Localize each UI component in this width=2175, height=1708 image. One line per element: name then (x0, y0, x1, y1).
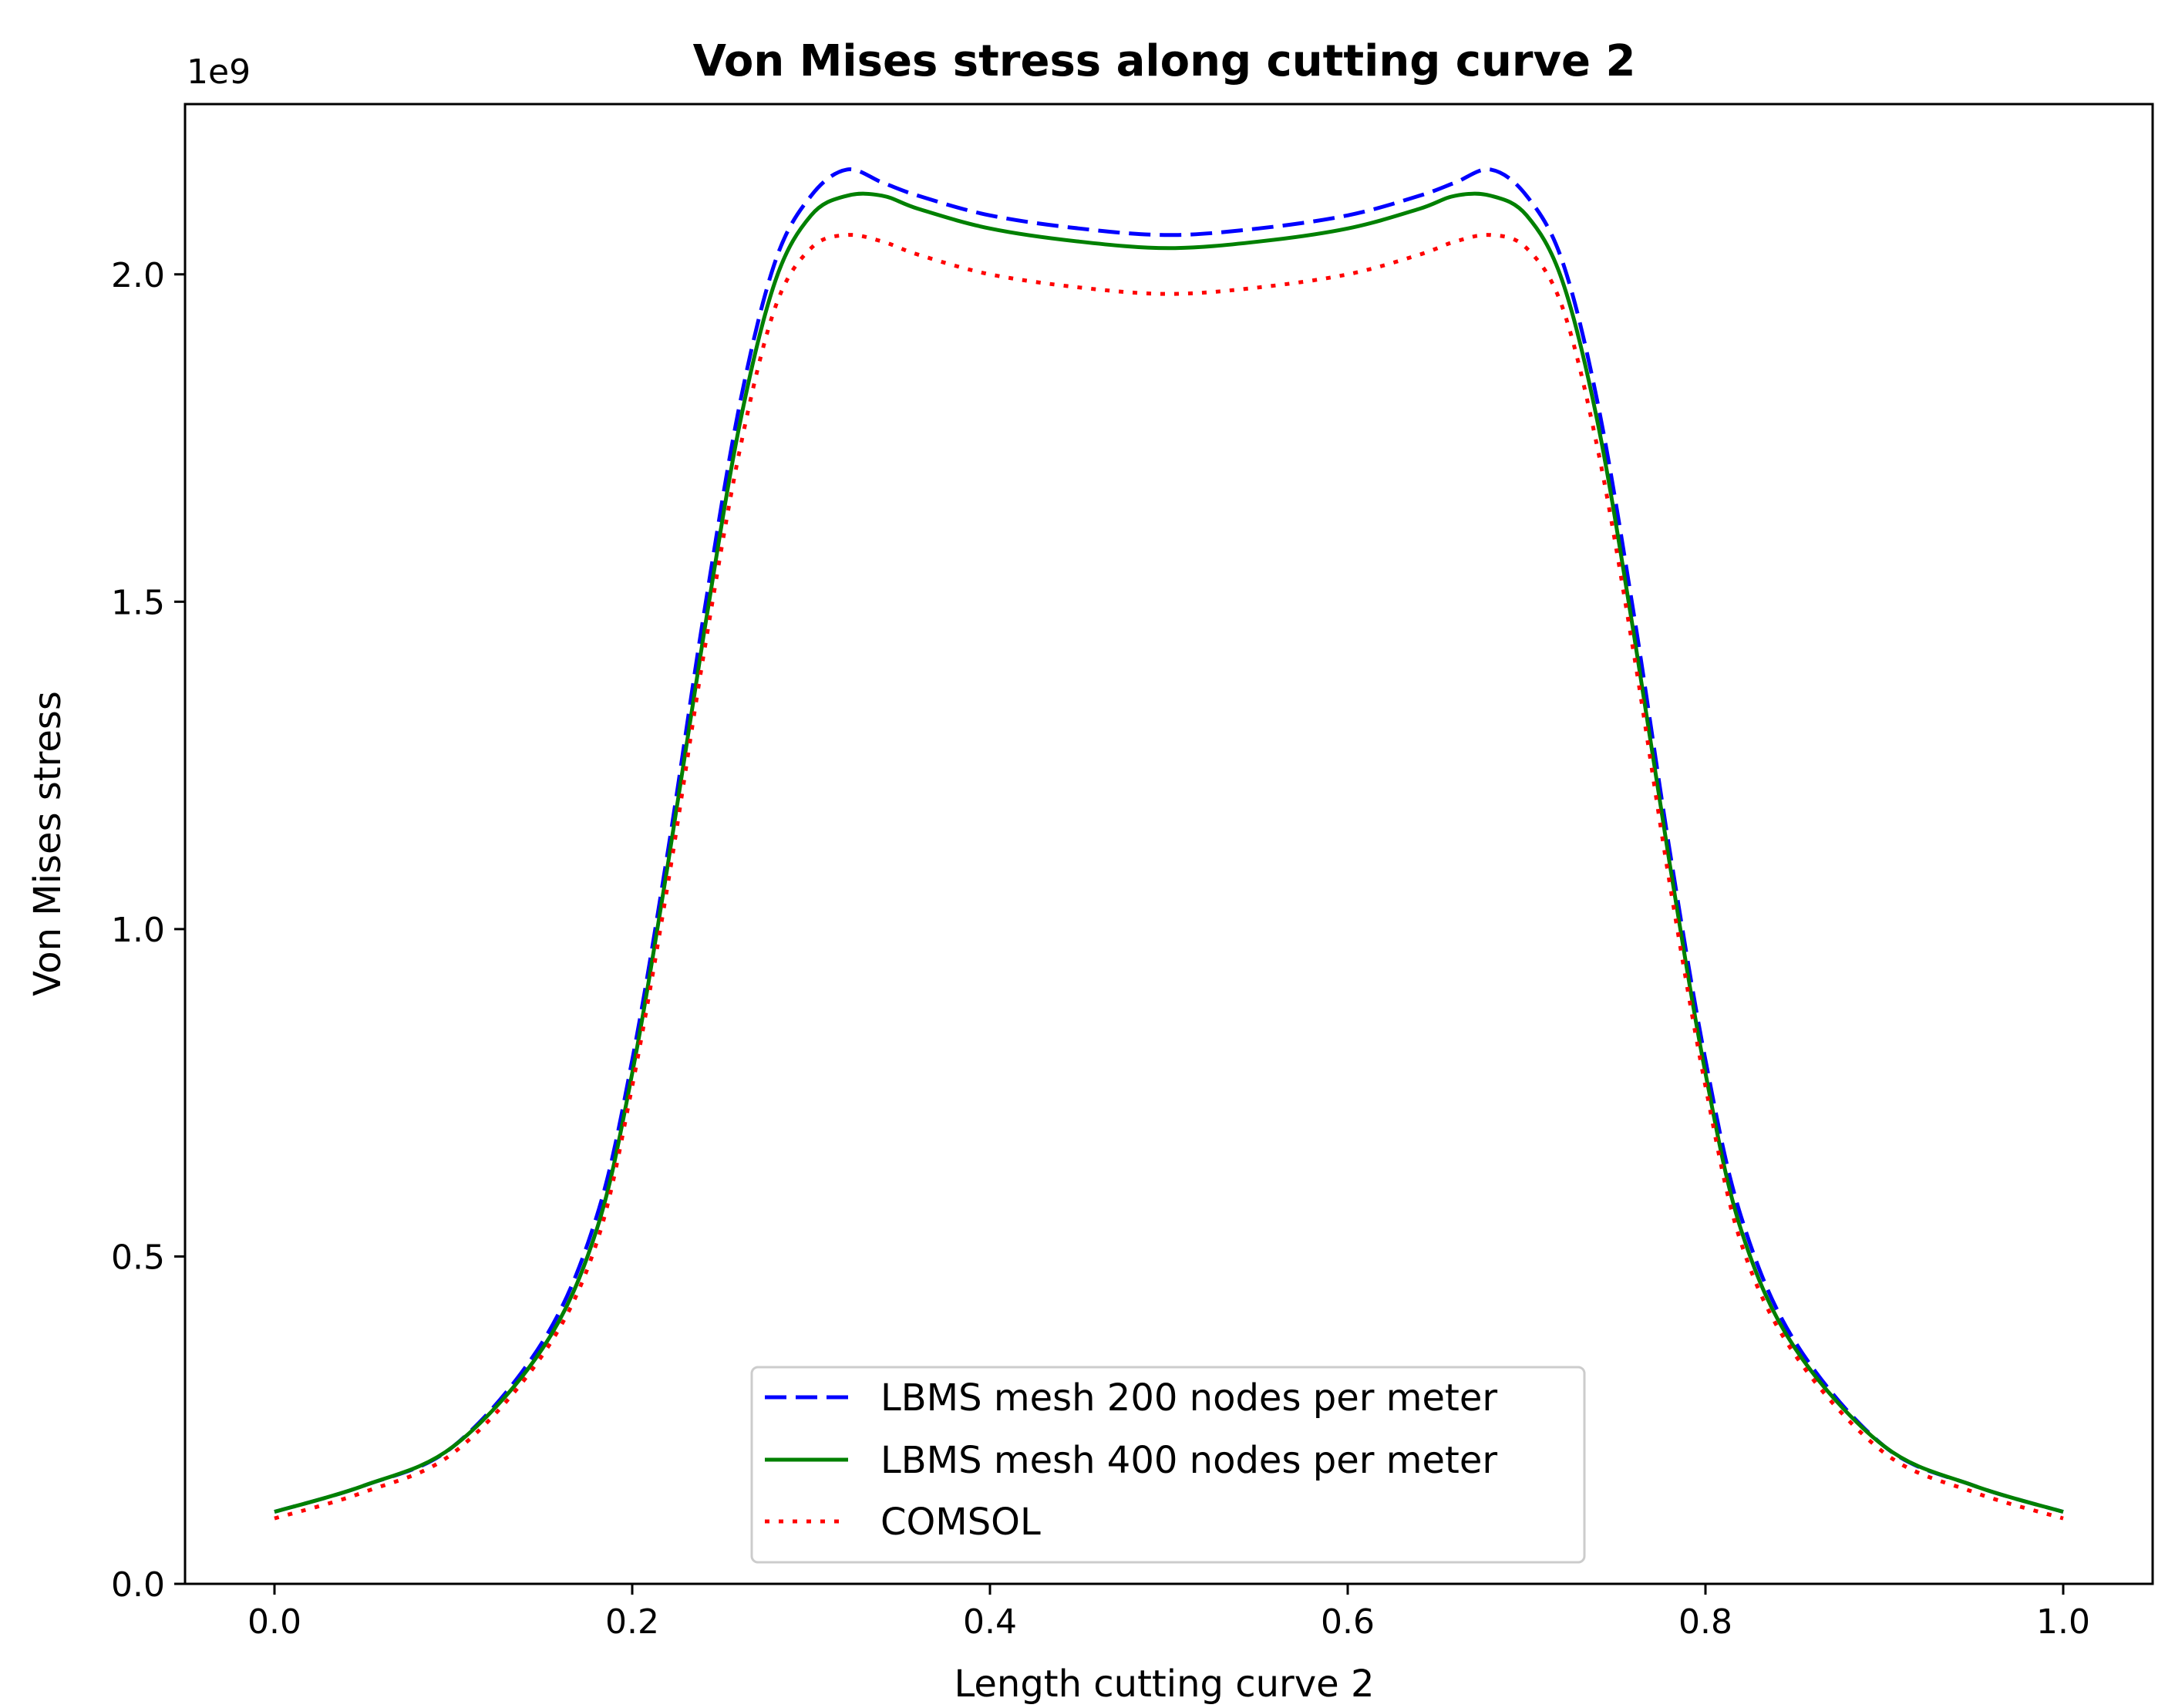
x-tick-label: 0.8 (1678, 1602, 1732, 1642)
chart-title: Von Mises stress along cutting curve 2 (693, 36, 1636, 86)
series-line-lbms-400 (274, 191, 2064, 1514)
legend-box (750, 1366, 1586, 1564)
ticks-layer: 0.0 0.2 0.4 0.6 0.8 1.0 0.0 0.5 1.0 1.5 2.0 (111, 256, 2090, 1642)
y-tick-label: 1.0 (111, 911, 165, 950)
legend-label-lbms-400: LBMS mesh 400 nodes per meter (880, 1439, 1497, 1482)
x-tick-label: 0.4 (963, 1602, 1017, 1642)
legend-label-lbms-200: LBMS mesh 200 nodes per meter (880, 1376, 1497, 1420)
x-tick-label: 1.0 (2036, 1602, 2090, 1642)
series-line-comsol (274, 233, 2064, 1521)
y-tick-label: 0.0 (111, 1565, 165, 1605)
x-tick-label: 0.6 (1321, 1602, 1375, 1642)
series-line-lbms-200 (274, 167, 2064, 1514)
x-tick-label: 0.0 (247, 1602, 301, 1642)
y-tick-label: 2.0 (111, 256, 165, 295)
x-axis-label: Length cutting curve 2 (954, 1663, 1374, 1706)
plot-frame (183, 103, 2154, 1585)
y-offset-label: 1e9 (187, 52, 251, 92)
y-tick-label: 1.5 (111, 583, 165, 622)
y-axis-label: Von Mises stress (26, 691, 69, 996)
legend-label-comsol: COMSOL (880, 1501, 1041, 1544)
y-tick-label: 0.5 (111, 1238, 165, 1277)
legend: LBMS mesh 200 nodes per meter LBMS mesh … (750, 1366, 1586, 1564)
x-tick-label: 0.2 (605, 1602, 659, 1642)
series-layer (274, 167, 2064, 1521)
